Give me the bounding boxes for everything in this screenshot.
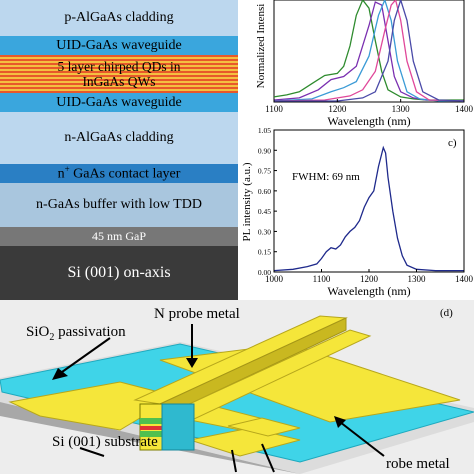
y-tick-label: 1.05 bbox=[258, 126, 271, 135]
plot-frame-c bbox=[273, 129, 465, 273]
layer-qd: 5 layer chirped QDs in InGaAs QWs bbox=[0, 55, 238, 93]
layer-label-part: GaAs contact layer bbox=[69, 166, 181, 182]
arrow-p-probe bbox=[339, 421, 385, 457]
panel-label-d: (d) bbox=[440, 307, 453, 319]
layer-label: 45 nm GaP bbox=[92, 229, 146, 243]
facet-layer-green bbox=[140, 418, 162, 424]
arrow-sio2-head bbox=[52, 368, 68, 380]
layer-label: Si (001) on-axis bbox=[67, 264, 171, 281]
arrow-n-probe-head bbox=[186, 358, 198, 368]
layer-stack: p-AlGaAs cladding UID-GaAs waveguide 5 lay… bbox=[0, 0, 238, 300]
annotation-fwhm: FWHM: 69 nm bbox=[292, 171, 360, 183]
p-probe-pad-small bbox=[227, 417, 301, 437]
series-line-4 bbox=[274, 0, 465, 102]
layer-label: p-AlGaAs cladding bbox=[64, 10, 174, 25]
series-line-0 bbox=[273, 145, 464, 272]
arrow-sio2 bbox=[61, 337, 111, 373]
device-schematic: N probe metal SiO2 passivation Si (001) … bbox=[0, 300, 474, 474]
arrow-p-probe-head bbox=[334, 416, 346, 428]
y-tick-label: 0.30 bbox=[258, 227, 271, 236]
qd-layer-label: 5 layer chirped QDs in InGaAs QWs bbox=[58, 59, 181, 89]
el-spectra-chart: 1100 1200 1300 1400 Wavelength (nm) Normali… bbox=[255, 0, 474, 128]
y-tick-label: 0.90 bbox=[258, 146, 271, 155]
y-tick-label: 0.60 bbox=[258, 187, 271, 196]
layer-n-buffer: n-GaAs buffer with low TDD bbox=[0, 183, 238, 227]
series-line-3 bbox=[273, 0, 465, 102]
facet-layer-green-2 bbox=[140, 431, 162, 437]
x-tick-label: 1200 bbox=[328, 104, 347, 114]
x-tick-label: 1400 bbox=[455, 274, 474, 284]
layer-uid-top: UID-GaAs waveguide bbox=[0, 36, 238, 55]
arrow-substrate bbox=[79, 447, 105, 457]
layer-gap: 45 nm GaP bbox=[0, 227, 238, 246]
layer-n-contact: n+ GaAs contact layer bbox=[0, 164, 238, 183]
arrow-bottom-1 bbox=[231, 449, 237, 473]
x-tick-label: 1400 bbox=[455, 104, 474, 114]
layer-n-algaas: n-AlGaAs cladding bbox=[0, 112, 238, 164]
p-probe-pad-left bbox=[8, 381, 261, 433]
series-group-c bbox=[273, 145, 464, 272]
series-line-2 bbox=[273, 0, 464, 102]
layer-uid-bottom: UID-GaAs waveguide bbox=[0, 93, 238, 112]
si-substrate-label: Si (001) substrate bbox=[52, 434, 158, 450]
qd-label-line: 5 layer chirped QDs in bbox=[57, 59, 181, 74]
x-tick-label: 1300 bbox=[392, 104, 411, 114]
layer-si: Si (001) on-axis bbox=[0, 246, 238, 300]
plot-frame-b bbox=[273, 0, 465, 103]
x-tick-label: 1100 bbox=[313, 274, 331, 284]
layer-label: n-GaAs buffer with low TDD bbox=[36, 197, 202, 212]
layer-label-part: + bbox=[64, 164, 70, 175]
panel-label-c: c) bbox=[448, 137, 457, 149]
y-tick-label: 0.15 bbox=[258, 248, 271, 257]
p-probe-label: robe metal bbox=[386, 456, 450, 472]
y-ticks-c: 0.00 0.15 0.30 0.45 0.60 0.75 0.90 1.05 bbox=[258, 126, 277, 277]
series-group-b bbox=[273, 0, 465, 102]
x-ticks-b: 1100 1200 1300 1400 bbox=[265, 99, 474, 114]
y-tick-label: 0.45 bbox=[258, 207, 271, 216]
pl-spectrum-chart: 1000 1100 1200 1300 1400 0.00 0.15 0.30 0.45 0.6… bbox=[241, 126, 474, 298]
series-line-1 bbox=[273, 1, 465, 102]
y-axis-label-b: Normalized Intensi bbox=[255, 4, 267, 89]
facet-layer-red bbox=[140, 426, 162, 430]
layer-label: n-AlGaAs cladding bbox=[64, 130, 174, 145]
x-tick-label: 1300 bbox=[408, 274, 427, 284]
layer-p-algaas: p-AlGaAs cladding bbox=[0, 0, 238, 36]
arrow-bottom-2 bbox=[261, 443, 275, 473]
x-ticks-c: 1000 1100 1200 1300 1400 bbox=[265, 269, 474, 284]
y-tick-label: 0.75 bbox=[258, 167, 271, 176]
x-axis-label-b: Wavelength (nm) bbox=[327, 114, 410, 128]
series-line-0 bbox=[273, 0, 464, 101]
y-tick-label: 0.00 bbox=[258, 268, 271, 277]
layer-label: UID-GaAs waveguide bbox=[56, 94, 182, 110]
y-axis-label-c: PL intensity (a.u.) bbox=[241, 162, 253, 241]
layer-label-part: n bbox=[57, 166, 65, 182]
x-tick-label: 1200 bbox=[360, 274, 379, 284]
layer-label: n+ GaAs contact layer bbox=[58, 164, 181, 183]
sio2-label: SiO2 passivation bbox=[26, 324, 126, 343]
layer-label: UID-GaAs waveguide bbox=[56, 37, 182, 53]
x-tick-label: 1000 bbox=[265, 274, 284, 284]
x-tick-label: 1100 bbox=[265, 104, 283, 114]
n-probe-label: N probe metal bbox=[154, 306, 240, 322]
qd-label-line: InGaAs QWs bbox=[82, 74, 156, 89]
x-axis-label-c: Wavelength (nm) bbox=[327, 284, 410, 298]
facet-passivation bbox=[161, 403, 195, 451]
